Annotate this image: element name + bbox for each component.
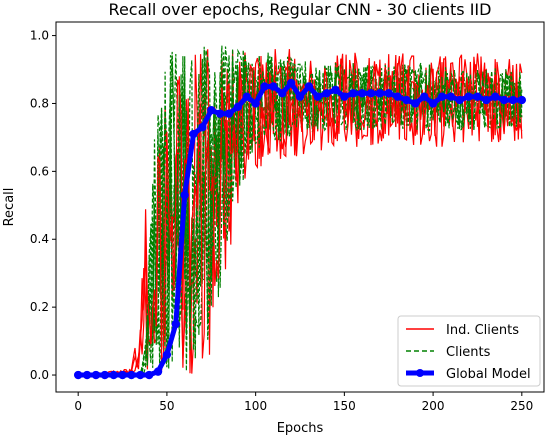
global-model-point [385, 89, 393, 97]
global-model-point [145, 371, 153, 379]
global-model-point [269, 82, 277, 90]
global-model-point [92, 371, 100, 379]
global-model-point [393, 92, 401, 100]
global-model-point [420, 92, 428, 100]
y-tick-label: 0.4 [30, 232, 49, 246]
global-model-point [163, 350, 171, 358]
x-tick-label: 150 [333, 399, 356, 413]
chart-title: Recall over epochs, Regular CNN - 30 cli… [109, 0, 492, 19]
global-model-point [118, 371, 126, 379]
global-model-point [464, 92, 472, 100]
y-axis-label: Recall [2, 188, 17, 227]
legend-marker-global-model [416, 369, 424, 377]
global-model-point [225, 109, 233, 117]
global-model-point [438, 92, 446, 100]
y-tick-label: 0.0 [30, 368, 49, 382]
global-model-point [234, 103, 242, 111]
global-model-point [83, 371, 91, 379]
global-model-point [127, 371, 135, 379]
global-model-point [349, 89, 357, 97]
global-model-point [509, 96, 517, 104]
x-axis-label: Epochs [277, 421, 324, 436]
y-tick-label: 0.2 [30, 300, 49, 314]
y-tick-label: 1.0 [30, 29, 49, 43]
global-model-point [189, 130, 197, 138]
y-tick-label: 0.8 [30, 96, 49, 110]
global-model-point [109, 371, 117, 379]
global-model-point [482, 96, 490, 104]
x-tick-label: 50 [159, 399, 174, 413]
global-model-point [322, 89, 330, 97]
global-model-point [243, 92, 251, 100]
global-model-point [296, 92, 304, 100]
global-model-point [180, 191, 188, 199]
global-model-point [429, 99, 437, 107]
global-model-point [376, 89, 384, 97]
global-model-point [74, 371, 82, 379]
global-model-point [154, 367, 162, 375]
global-model-point [260, 82, 268, 90]
global-model-point [287, 79, 295, 87]
global-model-point [136, 371, 144, 379]
global-model-point [331, 86, 339, 94]
x-tick-label: 250 [510, 399, 533, 413]
global-model-point [198, 123, 206, 131]
legend-label-ind-clients: Ind. Clients [446, 323, 519, 338]
global-model-point [473, 92, 481, 100]
global-model-point [518, 96, 526, 104]
global-model-point [500, 96, 508, 104]
global-model-point [367, 89, 375, 97]
global-model-point [456, 96, 464, 104]
x-tick-label: 0 [74, 399, 82, 413]
global-model-point [314, 92, 322, 100]
legend-label-clients: Clients [446, 345, 491, 360]
global-model-point [251, 99, 259, 107]
y-axis-ticks: 0.0 0.2 0.4 0.6 0.8 1.0 [30, 29, 56, 382]
global-model-point [447, 92, 455, 100]
global-model-point [207, 106, 215, 114]
x-axis-ticks: 0 50 100 150 200 250 [74, 392, 533, 413]
global-model-point [411, 99, 419, 107]
y-tick-label: 0.6 [30, 164, 49, 178]
legend-label-global-model: Global Model [446, 367, 531, 382]
global-model-point [172, 320, 180, 328]
global-model-point [216, 109, 224, 117]
global-model-point [340, 92, 348, 100]
x-tick-label: 200 [422, 399, 445, 413]
global-model-point [402, 96, 410, 104]
global-model-point [101, 371, 109, 379]
global-model-point [278, 89, 286, 97]
x-tick-label: 100 [244, 399, 267, 413]
global-model-point [358, 89, 366, 97]
global-model-point [491, 92, 499, 100]
global-model-point [305, 82, 313, 90]
legend: Ind. Clients Clients Global Model [398, 316, 540, 386]
